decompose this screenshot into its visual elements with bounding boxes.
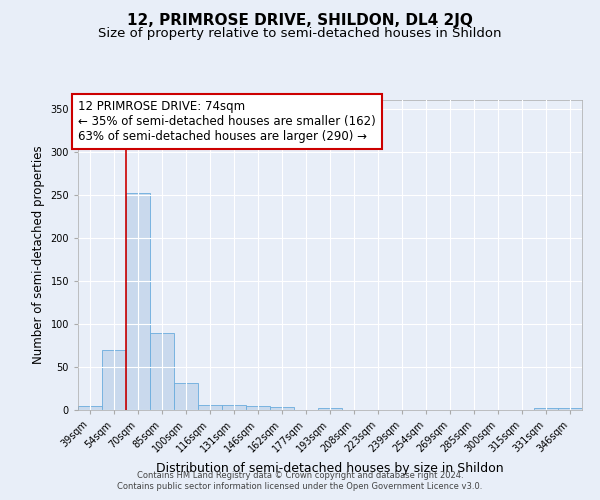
Text: Contains public sector information licensed under the Open Government Licence v3: Contains public sector information licen… xyxy=(118,482,482,491)
Bar xyxy=(318,408,342,410)
Bar xyxy=(150,334,174,410)
Bar xyxy=(246,406,270,410)
X-axis label: Distribution of semi-detached houses by size in Shildon: Distribution of semi-detached houses by … xyxy=(156,462,504,475)
Text: Size of property relative to semi-detached houses in Shildon: Size of property relative to semi-detach… xyxy=(98,28,502,40)
Bar xyxy=(534,408,558,410)
Bar xyxy=(198,405,222,410)
Bar xyxy=(222,405,246,410)
Bar xyxy=(78,406,102,410)
Text: 12 PRIMROSE DRIVE: 74sqm
← 35% of semi-detached houses are smaller (162)
63% of : 12 PRIMROSE DRIVE: 74sqm ← 35% of semi-d… xyxy=(78,100,376,143)
Bar xyxy=(126,193,150,410)
Y-axis label: Number of semi-detached properties: Number of semi-detached properties xyxy=(32,146,45,364)
Text: 12, PRIMROSE DRIVE, SHILDON, DL4 2JQ: 12, PRIMROSE DRIVE, SHILDON, DL4 2JQ xyxy=(127,12,473,28)
Bar xyxy=(174,384,198,410)
Bar xyxy=(102,350,126,410)
Bar xyxy=(558,408,582,410)
Text: Contains HM Land Registry data © Crown copyright and database right 2024.: Contains HM Land Registry data © Crown c… xyxy=(137,471,463,480)
Bar xyxy=(270,408,294,410)
